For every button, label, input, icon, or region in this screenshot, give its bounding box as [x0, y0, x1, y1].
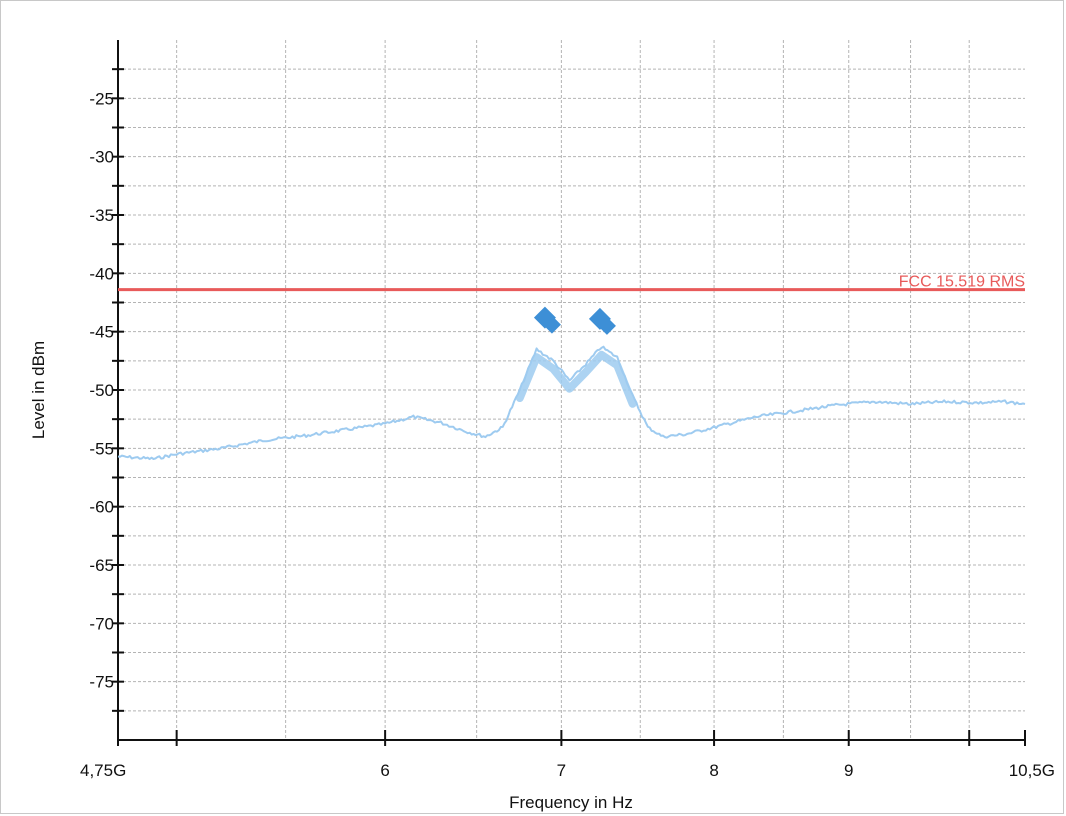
x-tick-label: 10,5G: [1009, 761, 1055, 780]
limit-line-label: FCC 15.519 RMS: [899, 274, 1025, 291]
x-tick-label: 9: [844, 761, 853, 780]
x-tick-label: 4,75G: [80, 761, 126, 780]
y-tick-label: -70: [89, 614, 114, 633]
y-tick-label: -25: [89, 89, 114, 108]
x-axis-title: Frequency in Hz: [509, 793, 633, 812]
y-axis-title: Level in dBm: [29, 341, 48, 439]
peak-envelope: [515, 350, 637, 408]
y-tick-label: -75: [89, 673, 114, 692]
grid: [118, 40, 1025, 740]
peak-marker-shadow: [597, 316, 616, 335]
limit-lines: FCC 15.519 RMS: [118, 274, 1025, 292]
y-tick-label: -30: [89, 148, 114, 167]
x-tick-label: 6: [380, 761, 389, 780]
x-tick-label: 7: [557, 761, 566, 780]
y-tick-label: -60: [89, 498, 114, 517]
peak-markers: [533, 306, 616, 335]
y-tick-label: -45: [89, 323, 114, 342]
x-tick-label: 8: [709, 761, 718, 780]
y-tick-label: -65: [89, 556, 114, 575]
series-group: [117, 345, 1026, 461]
y-tick-label: -50: [89, 381, 114, 400]
peak-marker-shadow: [542, 315, 561, 334]
y-tick-label: -55: [89, 439, 114, 458]
x-ticks: 4,75G 6 7 8 9 10,5G: [80, 730, 1055, 780]
spectrum-trace: [117, 345, 1026, 461]
y-tick-label: -35: [89, 206, 114, 225]
y-tick-label: -40: [89, 264, 114, 283]
y-ticks: -25 -30 -35 -40 -45 -50 -55 -60 -65 -70 -75: [89, 68, 124, 712]
